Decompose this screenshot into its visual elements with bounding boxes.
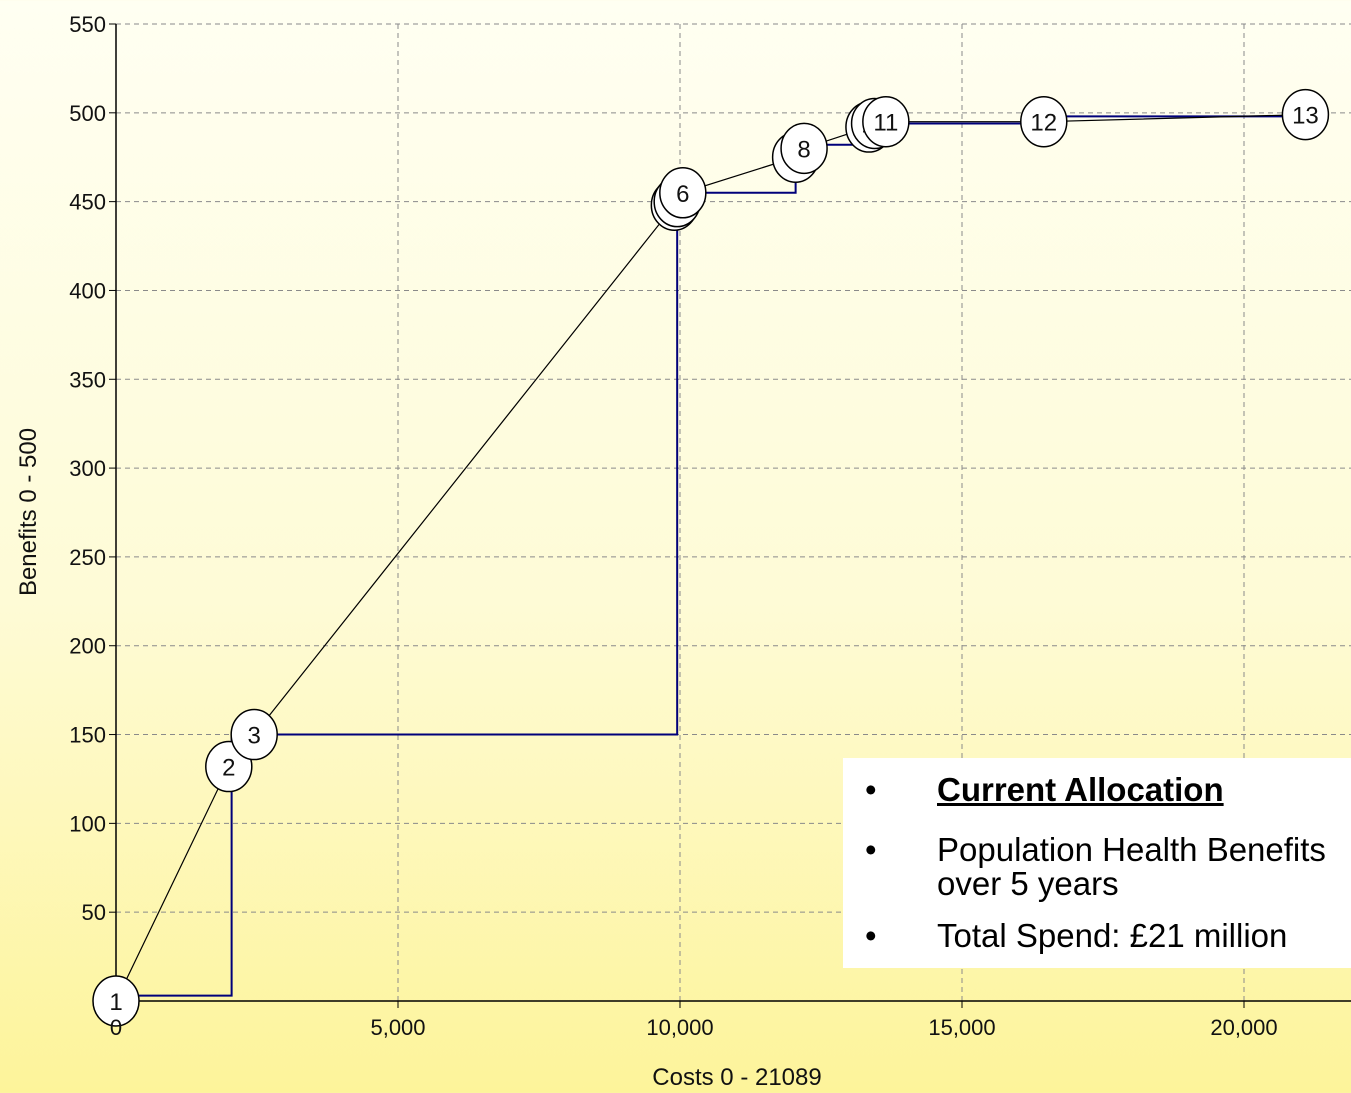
point-marker bbox=[1281, 88, 1330, 141]
point-marker bbox=[1020, 95, 1068, 148]
y-tick-label: 300 bbox=[69, 456, 106, 481]
summary-row-heading: • Current Allocation bbox=[865, 772, 1224, 808]
markers: 12345678910111213 bbox=[92, 88, 1330, 1027]
bullet: • bbox=[865, 831, 877, 868]
point-marker bbox=[780, 122, 828, 175]
y-tick-label: 500 bbox=[69, 101, 106, 126]
y-axis-title: Benefits 0 - 500 bbox=[15, 428, 42, 596]
data-point: 8 bbox=[780, 122, 828, 175]
x-axis-title: Costs 0 - 21089 bbox=[652, 1064, 821, 1091]
axes bbox=[109, 23, 1351, 1008]
summary-benefits-line1: Population Health Benefits bbox=[937, 831, 1326, 868]
point-label: 12 bbox=[1030, 110, 1057, 137]
point-label: 13 bbox=[1292, 103, 1319, 130]
x-tick-label: 20,000 bbox=[1210, 1015, 1277, 1040]
y-tick-label: 150 bbox=[69, 723, 106, 748]
point-marker bbox=[92, 975, 140, 1027]
summary-benefits-line2: over 5 years bbox=[937, 865, 1119, 902]
x-tick-label: 10,000 bbox=[646, 1015, 713, 1040]
data-point: 3 bbox=[230, 708, 278, 761]
grid-lines bbox=[116, 23, 1351, 1001]
bullet: • bbox=[865, 771, 877, 808]
data-point: 6 bbox=[659, 167, 707, 219]
summary-spend: Total Spend: £21 million bbox=[937, 917, 1288, 954]
x-tick-label: 0 bbox=[110, 1015, 122, 1040]
summary-row-spend: • Total Spend: £21 million bbox=[865, 918, 1287, 954]
y-tick-label: 100 bbox=[69, 811, 106, 836]
data-point: 1 bbox=[92, 975, 140, 1027]
point-label: 11 bbox=[873, 110, 898, 137]
point-label: 6 bbox=[676, 181, 689, 208]
x-tick-label: 15,000 bbox=[928, 1015, 995, 1040]
point-label: 2 bbox=[222, 755, 235, 782]
allocation-summary-box: • Current Allocation • Population Health B… bbox=[843, 758, 1351, 968]
y-tick-label: 400 bbox=[69, 278, 106, 303]
y-tick-label: 350 bbox=[69, 367, 106, 392]
summary-row-benefits: • Population Health Benefits bbox=[865, 832, 1326, 868]
y-tick-label: 550 bbox=[69, 12, 106, 37]
point-marker bbox=[659, 167, 707, 219]
point-marker bbox=[862, 95, 910, 148]
data-point: 13 bbox=[1281, 88, 1330, 141]
bullet: • bbox=[865, 917, 877, 954]
summary-heading: Current Allocation bbox=[937, 771, 1224, 808]
point-marker bbox=[230, 708, 278, 761]
y-tick-label: 50 bbox=[82, 900, 106, 925]
data-point: 11 bbox=[862, 95, 910, 148]
x-tick-label: 5,000 bbox=[370, 1015, 425, 1040]
y-tick-label: 450 bbox=[69, 190, 106, 215]
point-label: 3 bbox=[248, 723, 261, 750]
data-point: 12 bbox=[1020, 95, 1068, 148]
tick-labels: 50 100 150 200 250 300 350 400 450 500 550 0 5,000 10… bbox=[69, 12, 1277, 1040]
point-label: 1 bbox=[109, 989, 122, 1016]
y-tick-label: 200 bbox=[69, 634, 106, 659]
point-label: 8 bbox=[797, 136, 810, 163]
y-tick-label: 250 bbox=[69, 545, 106, 570]
